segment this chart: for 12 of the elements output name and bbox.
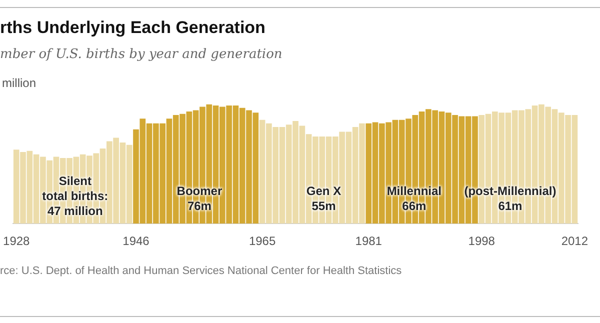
text: million [2, 76, 36, 90]
chart-title: rths Underlying Each Generation [0, 18, 266, 38]
text: rce: U.S. Dept. of Health and Human Services National Center for Health Statistics [0, 265, 402, 277]
chart-subtitle: mber of U.S. births by year and generation [0, 47, 282, 62]
x-tick-label: 1981 [355, 234, 382, 248]
x-tick-label: 1998 [468, 234, 496, 248]
x-tick-label: 1965 [248, 234, 276, 248]
x-tick-label: 1928 [3, 234, 30, 248]
annotation: Silent total births: 47 million [42, 174, 108, 219]
x-tick-label: 1946 [122, 234, 150, 248]
x-tick-label: 2012 [561, 234, 588, 248]
annotation: Gen X 55m [306, 184, 342, 214]
